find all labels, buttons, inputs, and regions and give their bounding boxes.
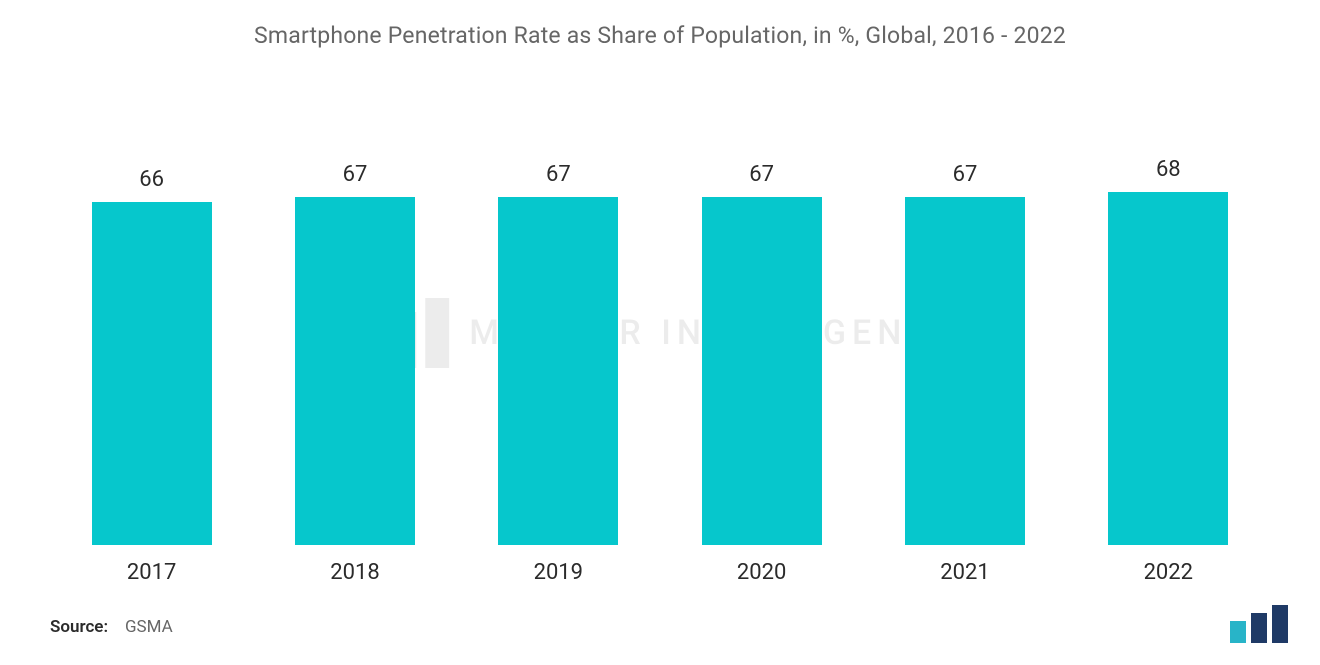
- chart-plot-area: 66 67 67 67 67 68: [50, 100, 1270, 545]
- bar-group: 67: [660, 162, 863, 545]
- bar-value-label: 67: [953, 162, 978, 187]
- bar: [1108, 192, 1228, 545]
- bar-value-label: 67: [546, 162, 571, 187]
- bar: [905, 197, 1025, 545]
- bar-value-label: 66: [139, 167, 164, 192]
- brand-logo-icon: [1230, 605, 1288, 643]
- bar-value-label: 67: [343, 162, 368, 187]
- bar: [92, 202, 212, 545]
- x-axis-label: 2017: [50, 560, 253, 585]
- x-axis-label: 2021: [863, 560, 1066, 585]
- x-axis-labels: 201720182019202020212022: [50, 560, 1270, 585]
- source-attribution: Source: GSMA: [50, 617, 173, 637]
- chart-title: Smartphone Penetration Rate as Share of …: [0, 0, 1320, 49]
- source-label: Source:: [50, 617, 108, 637]
- bar: [498, 197, 618, 545]
- source-value: GSMA: [125, 617, 173, 637]
- x-axis-label: 2020: [660, 560, 863, 585]
- bar-group: 68: [1067, 157, 1270, 545]
- bar-value-label: 67: [749, 162, 774, 187]
- bar-group: 67: [457, 162, 660, 545]
- x-axis-label: 2022: [1067, 560, 1270, 585]
- bar-group: 66: [50, 167, 253, 545]
- x-axis-label: 2018: [253, 560, 456, 585]
- bar-group: 67: [863, 162, 1066, 545]
- bar: [295, 197, 415, 545]
- bar: [702, 197, 822, 545]
- x-axis-label: 2019: [457, 560, 660, 585]
- chart-container: Smartphone Penetration Rate as Share of …: [0, 0, 1320, 665]
- bar-value-label: 68: [1156, 157, 1181, 182]
- bar-group: 67: [253, 162, 456, 545]
